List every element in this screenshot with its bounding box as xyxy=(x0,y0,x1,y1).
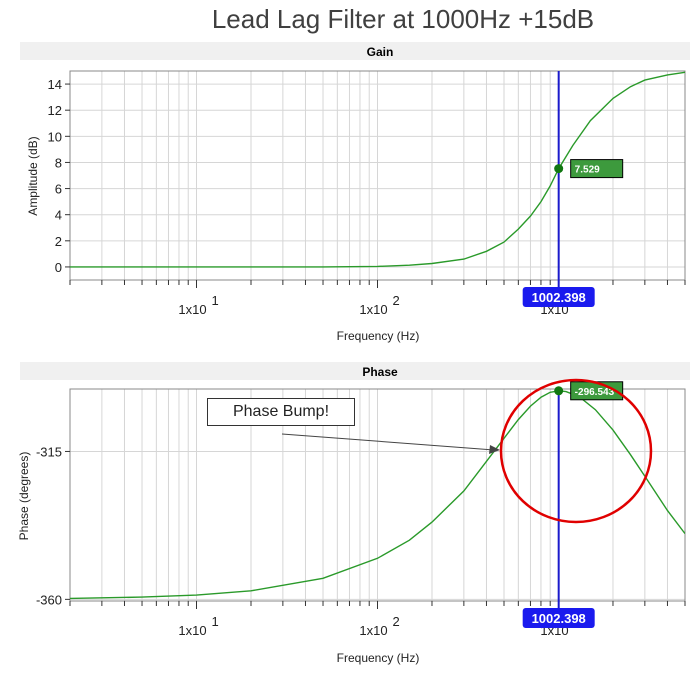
x-tick-label: 1x10 xyxy=(178,623,206,638)
cursor-value-label: -296.543 xyxy=(575,387,615,398)
x-tick-exponent: 1 xyxy=(212,293,219,308)
gain-y-axis-label: Amplitude (dB) xyxy=(26,136,40,215)
y-tick-label: 2 xyxy=(55,234,62,249)
phase-title-strip xyxy=(20,362,690,380)
phase-cursor[interactable]: -296.543 1002.398 xyxy=(522,381,624,628)
phase-y-ticks: -315 -360 xyxy=(36,444,70,607)
y-tick-label: 12 xyxy=(48,103,62,118)
gain-panel-title: Gain xyxy=(367,45,394,59)
phase-grid xyxy=(70,389,685,601)
y-tick-label: 8 xyxy=(55,155,62,170)
annotation-arrow xyxy=(281,433,495,451)
phase-panel-title: Phase xyxy=(362,365,398,379)
gain-cursor[interactable]: 7.529 1002.398 xyxy=(522,71,624,307)
main-title: Lead Lag Filter at 1000Hz +15dB xyxy=(211,4,595,34)
x-tick-label: 1x10 xyxy=(359,623,387,638)
y-tick-label: 0 xyxy=(55,260,62,275)
cursor-frequency-badge[interactable] xyxy=(522,608,595,628)
y-tick-label: -315 xyxy=(36,444,62,459)
gain-grid xyxy=(70,71,685,280)
x-tick-exponent: 2 xyxy=(393,293,400,308)
gain-title-strip xyxy=(20,42,690,60)
phase-series-line xyxy=(70,390,685,600)
gain-y-ticks: 0 2 4 6 8 10 12 14 xyxy=(48,77,70,275)
phase-bump-annotation: Phase Bump! xyxy=(207,398,355,426)
y-tick-label: 14 xyxy=(48,77,62,92)
cursor-value-label: 7.529 xyxy=(575,165,600,176)
highlight-circle xyxy=(499,378,653,524)
annotation-arrowhead xyxy=(489,445,500,454)
y-tick-label: -360 xyxy=(36,592,62,607)
cursor-frequency-badge[interactable] xyxy=(522,287,595,307)
phase-y-axis-label: Phase (degrees) xyxy=(17,452,31,541)
y-tick-label: 4 xyxy=(55,208,62,223)
gain-x-axis-label: Frequency (Hz) xyxy=(337,329,420,343)
cursor-frequency-label: 1002.398 xyxy=(532,611,586,626)
cursor-marker xyxy=(554,164,564,174)
gain-series-line xyxy=(70,71,685,268)
cursor-marker xyxy=(554,386,564,396)
x-tick-label: 1x10 xyxy=(359,302,387,317)
x-tick-label: 1x10 xyxy=(178,302,206,317)
cursor-frequency-label: 1002.398 xyxy=(532,290,586,305)
phase-x-axis-label: Frequency (Hz) xyxy=(337,651,420,665)
y-tick-label: 10 xyxy=(48,129,62,144)
x-tick-exponent: 2 xyxy=(393,614,400,629)
x-tick-exponent: 1 xyxy=(212,614,219,629)
cursor-value-box xyxy=(570,159,624,179)
y-tick-label: 6 xyxy=(55,182,62,197)
